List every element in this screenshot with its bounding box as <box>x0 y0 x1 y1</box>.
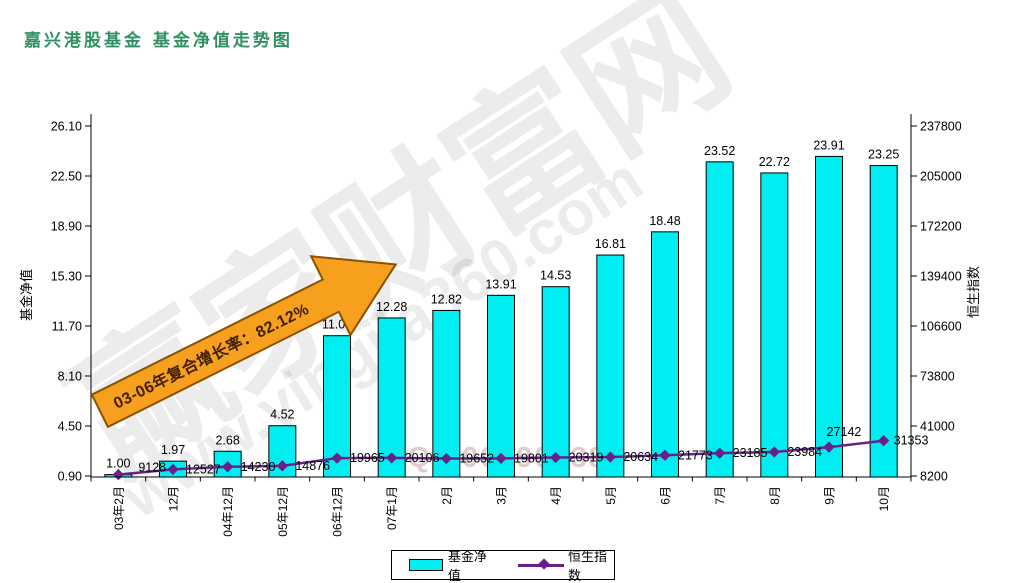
x-tick-label: 4月 <box>549 486 563 505</box>
y-left-tick-label: 11.70 <box>52 320 82 334</box>
x-tick-label: 8月 <box>768 486 782 505</box>
y-right-tick-label: 8200 <box>920 470 948 484</box>
bar <box>705 161 734 478</box>
y-left-tick-label: 15.30 <box>51 270 82 284</box>
bar-value-label: 23.25 <box>868 148 899 162</box>
axes: 0.90 4.50 8.10 11.70 15.30 18.90 22.50 26.10 820… <box>51 114 962 537</box>
y-right-tick-label: 172200 <box>920 220 962 234</box>
x-tick-label: 07年1月 <box>385 486 399 530</box>
line-value-label: 9128 <box>138 461 166 475</box>
bar-value-label: 16.81 <box>595 237 626 251</box>
y-right-tick-label: 139400 <box>920 270 962 284</box>
line-value-label: 20106 <box>405 451 440 465</box>
line-value-label: 12527 <box>186 462 221 476</box>
bar-value-label: 13.91 <box>485 277 516 291</box>
bar <box>815 155 843 478</box>
x-tick-label: 05年12月 <box>276 486 290 537</box>
bar <box>377 317 406 478</box>
x-tick-label: 6月 <box>659 486 673 505</box>
bar-value-label: 14.53 <box>540 269 571 283</box>
y-left-tick-label: 4.50 <box>58 420 82 434</box>
x-tick-label: 04年12月 <box>221 486 235 537</box>
legend-diamond-marker-icon <box>538 557 550 570</box>
chart-title: 嘉兴港股基金 基金净值走势图 <box>24 31 293 51</box>
value-labels: 1.001.972.684.5211.0012.2812.8213.9114.5… <box>106 138 928 476</box>
x-tick-label: 3月 <box>495 486 509 505</box>
line-value-label: 21773 <box>678 448 713 462</box>
legend-label-hangseng: 恒生指数 <box>567 549 607 583</box>
x-tick-label: 06年12月 <box>331 486 345 537</box>
x-tick-label: 5月 <box>604 486 618 505</box>
bar <box>596 254 625 478</box>
line-value-label: 19965 <box>350 451 385 465</box>
y-left-tick-label: 26.10 <box>51 120 82 134</box>
left-axis-title: 基金净值 <box>19 269 34 321</box>
line-value-label: 23984 <box>787 445 822 459</box>
x-tick-label: 2月 <box>440 486 454 505</box>
line-value-label: 23185 <box>733 446 768 460</box>
bar-value-label: 1.00 <box>106 457 130 471</box>
bar-value-label: 1.97 <box>161 443 185 457</box>
line-value-label: 27142 <box>827 425 862 439</box>
bar <box>760 172 789 478</box>
right-axis-title: 恒生指数 <box>966 266 981 318</box>
y-left-tick-label: 22.50 <box>51 170 82 184</box>
line-value-label: 20319 <box>569 451 604 465</box>
bar <box>869 165 898 478</box>
bar-value-label: 12.28 <box>376 300 407 314</box>
bar <box>541 286 570 478</box>
x-tick-label: 7月 <box>713 486 727 505</box>
x-tick-label: 03年2月 <box>112 486 126 530</box>
y-left-tick-label: 8.10 <box>58 370 82 384</box>
line-value-label: 14230 <box>241 460 276 474</box>
bar-value-label: 22.72 <box>759 155 790 169</box>
bar-value-label: 23.52 <box>704 144 735 158</box>
arrow-shape <box>90 255 398 429</box>
y-left-tick-label: 0.90 <box>58 470 82 484</box>
y-right-tick-label: 106600 <box>920 320 962 334</box>
line-value-label: 19652 <box>459 452 494 466</box>
y-right-tick-label: 237800 <box>920 120 962 134</box>
x-tick-label: 9月 <box>823 486 837 505</box>
bar-value-label: 2.68 <box>215 433 239 447</box>
y-right-tick-label: 41000 <box>920 420 955 434</box>
x-tick-label: 12月 <box>167 486 181 511</box>
bar-value-label: 18.48 <box>649 214 680 228</box>
line-value-label: 14876 <box>295 459 330 473</box>
legend-bar-swatch-icon <box>409 559 443 571</box>
bar-value-label: 12.82 <box>431 292 462 306</box>
line-value-label: 19801 <box>514 451 549 465</box>
bar <box>651 231 679 478</box>
y-left-tick-label: 18.90 <box>51 220 82 234</box>
y-right-tick-label: 205000 <box>920 170 962 184</box>
x-tick-label: 10月 <box>877 486 891 511</box>
line-value-label: 20634 <box>623 450 658 464</box>
legend-line-sample-icon <box>517 557 564 570</box>
bar <box>432 309 461 478</box>
bar <box>487 294 515 478</box>
bar-value-label: 23.91 <box>813 138 844 152</box>
bar-value-label: 4.52 <box>270 408 294 422</box>
legend-label-fund-nav: 基金净值 <box>447 549 487 583</box>
y-right-tick-label: 73800 <box>920 370 955 384</box>
legend: 基金净值 恒生指数 <box>391 549 615 583</box>
